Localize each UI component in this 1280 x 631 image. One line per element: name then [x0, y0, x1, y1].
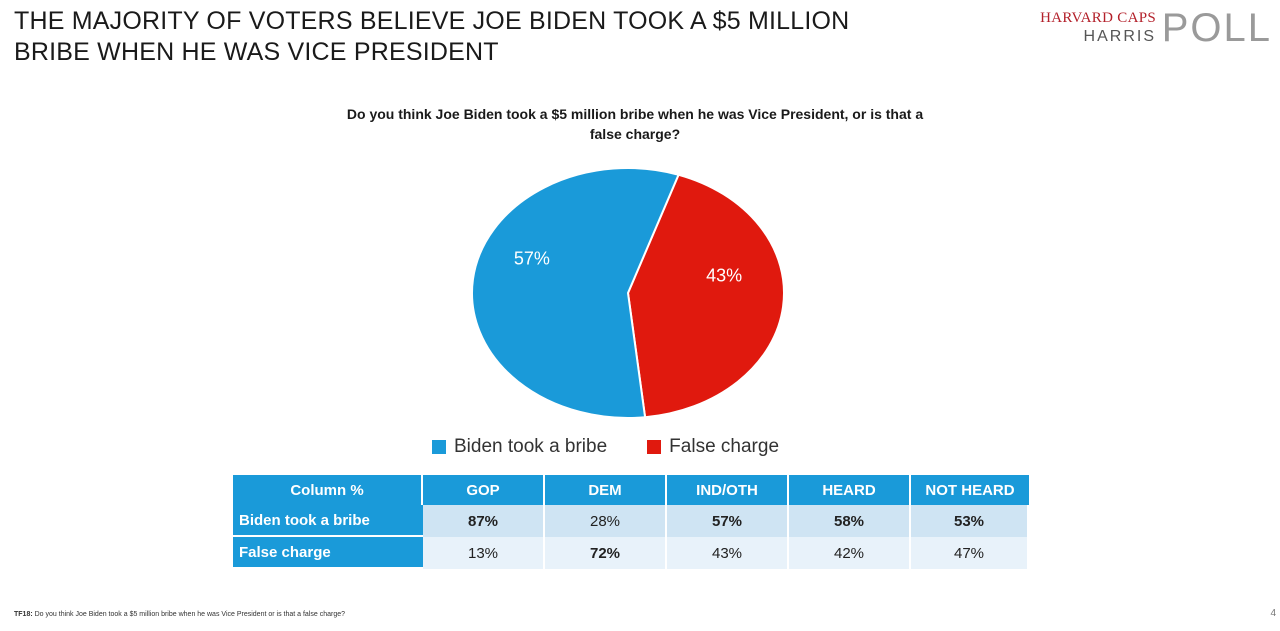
table-header-row: Column % GOP DEM IND/OTH HEARD NOT HEARD [233, 475, 1029, 505]
page-number: 4 [1270, 608, 1276, 619]
table-row: Biden took a bribe 87% 28% 57% 58% 53% [233, 505, 1029, 537]
pie-slice-bribe [471, 167, 680, 419]
footnote-text: Do you think Joe Biden took a $5 million… [34, 611, 346, 618]
pie-slice-bribe-label: 57% [514, 248, 550, 268]
table-cell: 42% [789, 537, 911, 569]
row-label-false-charge: False charge [233, 537, 423, 569]
header-dem: DEM [545, 475, 667, 505]
legend-label-false-charge: False charge [669, 436, 780, 457]
table-cell: 43% [667, 537, 789, 569]
legend-item-bribe: Biden took a bribe [432, 436, 607, 458]
legend-swatch-bribe [432, 440, 446, 454]
logo-line-harris: HARRIS [1083, 28, 1156, 45]
pie-slice-false-charge [626, 173, 785, 419]
table-cell: 53% [911, 505, 1029, 537]
footnote: TF18: Do you think Joe Biden took a $5 m… [14, 611, 345, 618]
page-title: THE MAJORITY OF VOTERS BELIEVE JOE BIDEN… [14, 7, 850, 66]
header-not-heard: NOT HEARD [911, 475, 1029, 505]
legend-item-false-charge: False charge [647, 436, 779, 458]
table-cell: 57% [667, 505, 789, 537]
table-cell: 13% [423, 537, 545, 569]
harvard-caps-harris-poll-logo: HARVARD CAPS HARRIS POLL [1006, 6, 1276, 50]
legend-label-bribe: Biden took a bribe [454, 436, 608, 457]
pie-slice-false-charge-label: 43% [706, 266, 742, 286]
table-cell: 28% [545, 505, 667, 537]
chart-question: Do you think Joe Biden took a $5 million… [346, 106, 924, 142]
crosstab-table: Column % GOP DEM IND/OTH HEARD NOT HEARD… [233, 475, 1029, 569]
footnote-code: TF18: [14, 611, 33, 618]
table-cell: 58% [789, 505, 911, 537]
table-cell: 87% [423, 505, 545, 537]
table-cell: 47% [911, 537, 1029, 569]
row-label-bribe: Biden took a bribe [233, 505, 423, 537]
logo-line-poll: POLL [1161, 6, 1272, 50]
header-column-pct: Column % [233, 475, 423, 505]
table-cell: 72% [545, 537, 667, 569]
legend-swatch-false-charge [647, 440, 662, 454]
header-gop: GOP [423, 475, 545, 505]
logo-line-harvard-caps: HARVARD CAPS [1040, 10, 1156, 26]
header-ind-oth: IND/OTH [667, 475, 789, 505]
chart-legend: Biden took a bribe False charge [432, 436, 779, 458]
table-row: False charge 13% 72% 43% 42% 47% [233, 537, 1029, 569]
header-heard: HEARD [789, 475, 911, 505]
